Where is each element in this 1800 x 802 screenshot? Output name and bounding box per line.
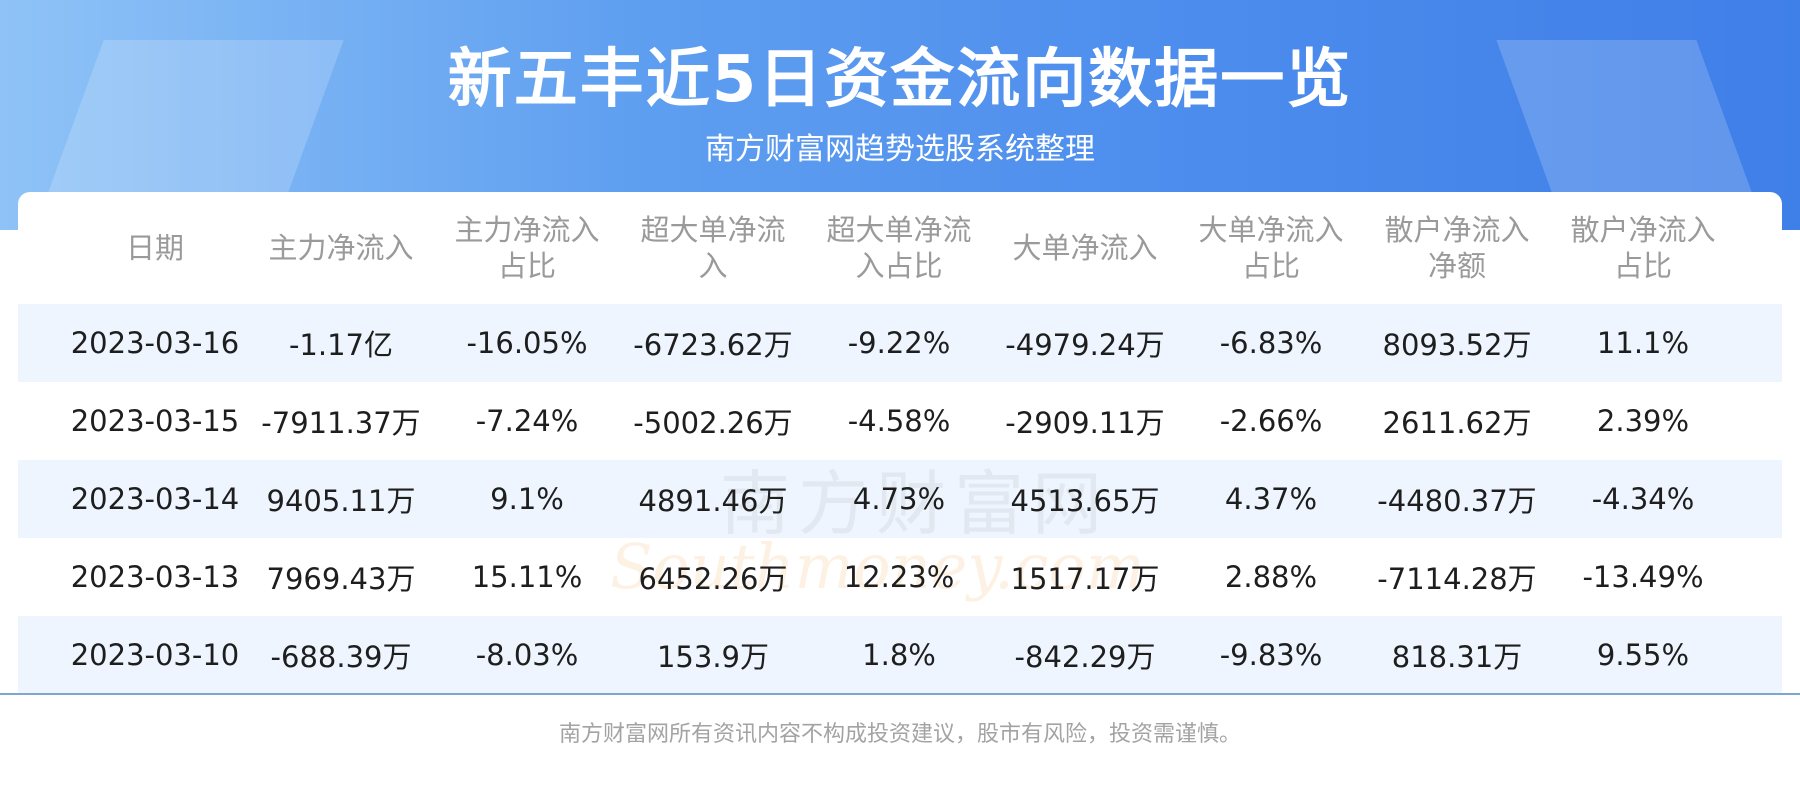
banner: 新五丰近5日资金流向数据一览 南方财富网趋势选股系统整理 — [0, 0, 1800, 230]
table-cell: -6723.62万 — [633, 328, 793, 362]
table-cell: 2023-03-14 — [70, 482, 240, 516]
table-cell: 9.55% — [1596, 638, 1690, 672]
subtitle: 南方财富网趋势选股系统整理 — [705, 132, 1095, 167]
table-cell: 4891.46万 — [638, 484, 788, 518]
column-header: 超大单净流入占比 — [826, 213, 972, 283]
table-cell: -2.66% — [1219, 404, 1323, 438]
table-row: 2023-03-15 -7911.37万 -7.24% -5002.26万 -4.58%… — [62, 382, 1736, 460]
divider — [0, 693, 1800, 695]
column-header: 主力净流入占比 — [454, 213, 600, 283]
table-cell: -8.03% — [475, 638, 579, 672]
column-header: 大单净流入占比 — [1198, 213, 1344, 283]
table-cell: -13.49% — [1582, 560, 1704, 594]
table-cell: -4.58% — [847, 404, 951, 438]
table-cell: 9.1% — [490, 482, 564, 516]
table-cell: 818.31万 — [1391, 640, 1523, 674]
table-cell: 15.11% — [471, 560, 583, 594]
column-header: 散户净流入占比 — [1570, 213, 1716, 283]
column-header: 散户净流入净额 — [1384, 213, 1530, 283]
header-row: 日期 主力净流入 主力净流入占比 超大单净流入 超大单净流入占比 大单净流入 大单净流入占比… — [62, 192, 1736, 304]
table-cell: 2.39% — [1596, 404, 1690, 438]
table-cell: -7.24% — [475, 404, 579, 438]
table-cell: 2023-03-16 — [70, 326, 240, 360]
disclaimer: 南方财富网所有资讯内容不构成投资建议，股市有风险，投资需谨慎。 — [558, 722, 1241, 747]
table-cell: 2023-03-10 — [70, 638, 240, 672]
table-cell: 1.8% — [862, 638, 936, 672]
table-cell: 8093.52万 — [1382, 328, 1532, 362]
table-cell: 4.73% — [852, 482, 946, 516]
column-header: 超大单净流入 — [640, 213, 786, 283]
table-cell: -4.34% — [1591, 482, 1695, 516]
table-cell: 2023-03-13 — [70, 560, 240, 594]
table-cell: -1.17亿 — [288, 328, 394, 362]
row-stripe — [18, 304, 1782, 382]
column-header: 大单净流入 — [1012, 231, 1158, 265]
table-cell: -4480.37万 — [1377, 484, 1537, 518]
table-cell: -688.39万 — [270, 640, 412, 674]
table-cell: -5002.26万 — [633, 406, 793, 440]
column-header: 日期 — [125, 231, 184, 265]
table-cell: -9.22% — [847, 326, 951, 360]
table-row: 2023-03-16 -1.17亿 -16.05% -6723.62万 -9.22% -4… — [62, 304, 1736, 382]
table-cell: 4513.65万 — [1010, 484, 1160, 518]
table-cell: -9.83% — [1219, 638, 1323, 672]
table-cell: 7969.43万 — [266, 562, 416, 596]
table-cell: -7114.28万 — [1377, 562, 1537, 596]
table-row: 2023-03-10 -688.39万 -8.03% 153.9万 1.8% -842.2… — [62, 616, 1736, 694]
table-cell: -16.05% — [466, 326, 588, 360]
table-cell: 6452.26万 — [638, 562, 788, 596]
table-cell: -842.29万 — [1014, 640, 1156, 674]
table-cell: 1517.17万 — [1010, 562, 1160, 596]
table-cell: 9405.11万 — [266, 484, 416, 518]
table-row: 2023-03-14 9405.11万 9.1% 4891.46万 4.73% 4513.… — [62, 460, 1736, 538]
table-cell: -7911.37万 — [261, 406, 421, 440]
table-cell: 153.9万 — [656, 640, 770, 674]
table-cell: -2909.11万 — [1005, 406, 1165, 440]
table-cell: 4.37% — [1224, 482, 1318, 516]
table-cell: 11.1% — [1596, 326, 1690, 360]
table-cell: -6.83% — [1219, 326, 1323, 360]
watermark: 南方财富网 — [720, 463, 1110, 545]
table-cell: 12.23% — [843, 560, 955, 594]
title: 新五丰近5日资金流向数据一览 — [447, 43, 1353, 117]
table-cell: 2.88% — [1224, 560, 1318, 594]
watermark: Southmoney.com — [610, 530, 1145, 603]
table: 日期 主力净流入 主力净流入占比 超大单净流入 超大单净流入占比 大单净流入 大单净流入占比… — [62, 192, 1736, 694]
row-stripe — [18, 616, 1782, 694]
table-cell: 2611.62万 — [1382, 406, 1532, 440]
table-row: 2023-03-13 7969.43万 15.11% 6452.26万 12.23% 15… — [62, 538, 1736, 616]
table-cell: -4979.24万 — [1005, 328, 1165, 362]
column-header: 主力净流入 — [268, 231, 414, 265]
table-cell: 2023-03-15 — [70, 404, 240, 438]
row-stripe — [18, 460, 1782, 538]
